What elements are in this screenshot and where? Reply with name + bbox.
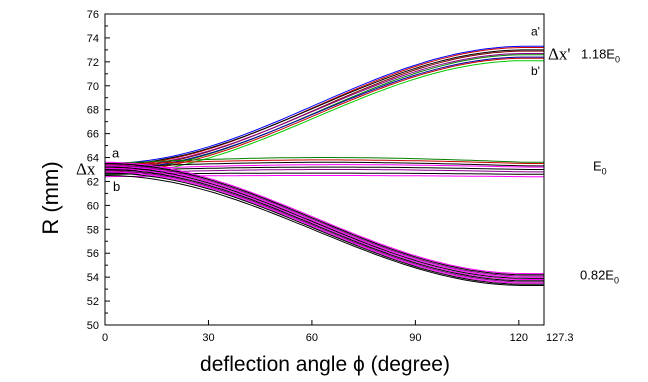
series-line-group2-3 bbox=[104, 165, 544, 278]
y-tick-label: 60 bbox=[87, 200, 99, 212]
x-tick-label: 0 bbox=[102, 332, 108, 344]
x-tick-label: 30 bbox=[202, 332, 214, 344]
series-line-group0-8 bbox=[104, 60, 544, 175]
series-line-group1-0 bbox=[104, 157, 544, 164]
y-axis-title: R (mm) bbox=[38, 161, 63, 234]
annotations-layer: a b Δx a' b' Δx' 1.18E0 E0 0.82E0 bbox=[76, 25, 620, 286]
series-line-group2-5 bbox=[104, 167, 544, 280]
y-tick-label: 62 bbox=[87, 176, 99, 188]
series-line-group2-9 bbox=[104, 172, 544, 285]
label-a: a bbox=[112, 146, 120, 161]
y-tick-label: 66 bbox=[87, 129, 99, 141]
x-tick-label: 127.3 bbox=[546, 332, 574, 344]
energy-label-118: 1.18E0 bbox=[581, 46, 620, 64]
series-line-group1-2 bbox=[104, 161, 544, 168]
series-line-group2-0 bbox=[104, 161, 544, 275]
series-line-group2-10 bbox=[104, 175, 544, 286]
label-b-prime: b' bbox=[531, 64, 540, 78]
label-b: b bbox=[113, 179, 120, 194]
y-tick-label: 74 bbox=[87, 33, 99, 45]
y-tick-label: 72 bbox=[87, 57, 99, 69]
series-line-group2-6 bbox=[104, 169, 544, 282]
y-tick-label: 56 bbox=[87, 248, 99, 260]
series-line-group0-0 bbox=[104, 45, 544, 164]
y-tick-label: 70 bbox=[87, 81, 99, 93]
series-line-group0-2 bbox=[104, 49, 544, 166]
energy-label-082: 0.82E0 bbox=[580, 268, 619, 286]
series-line-group1-4 bbox=[104, 166, 544, 172]
y-tick-label: 54 bbox=[87, 272, 99, 284]
series-line-group0-1 bbox=[104, 47, 544, 167]
series-line-group0-5 bbox=[104, 54, 544, 172]
y-tick-label: 64 bbox=[87, 153, 99, 165]
x-axis-title: deflection angle ϕ (degree) bbox=[200, 353, 450, 376]
energy-label-e0: E0 bbox=[593, 159, 607, 177]
x-tick-label: 120 bbox=[510, 332, 528, 344]
y-tick-label: 76 bbox=[87, 9, 99, 21]
series-line-group2-2 bbox=[104, 164, 544, 277]
y-tick-label: 58 bbox=[87, 224, 99, 236]
ticks-layer: 0 30 60 90 120 127.3 50 52 54 56 58 60 62 64 66 68 70 72 7… bbox=[87, 9, 574, 344]
delta-x-label: Δx bbox=[76, 159, 96, 178]
label-a-prime: a' bbox=[531, 25, 540, 39]
y-tick-label: 68 bbox=[87, 105, 99, 117]
series-line-group0-7 bbox=[104, 57, 544, 173]
series-line-group1-1 bbox=[104, 159, 544, 166]
y-tick-label: 52 bbox=[87, 296, 99, 308]
curves-layer bbox=[104, 45, 544, 286]
y-tick-label: 50 bbox=[87, 320, 99, 332]
series-line-group2-4 bbox=[104, 166, 544, 279]
series-line-group2-8 bbox=[104, 171, 544, 284]
x-tick-label: 60 bbox=[306, 332, 318, 344]
series-line-group0-4 bbox=[104, 53, 544, 168]
series-line-group2-1 bbox=[104, 163, 544, 276]
series-line-group0-6 bbox=[104, 56, 544, 170]
delta-x-prime-label: Δx' bbox=[548, 44, 571, 63]
series-line-group1-3 bbox=[104, 164, 544, 170]
x-tick-label: 90 bbox=[409, 332, 421, 344]
series-line-group2-7 bbox=[104, 170, 544, 283]
series-line-group0-3 bbox=[104, 50, 544, 169]
